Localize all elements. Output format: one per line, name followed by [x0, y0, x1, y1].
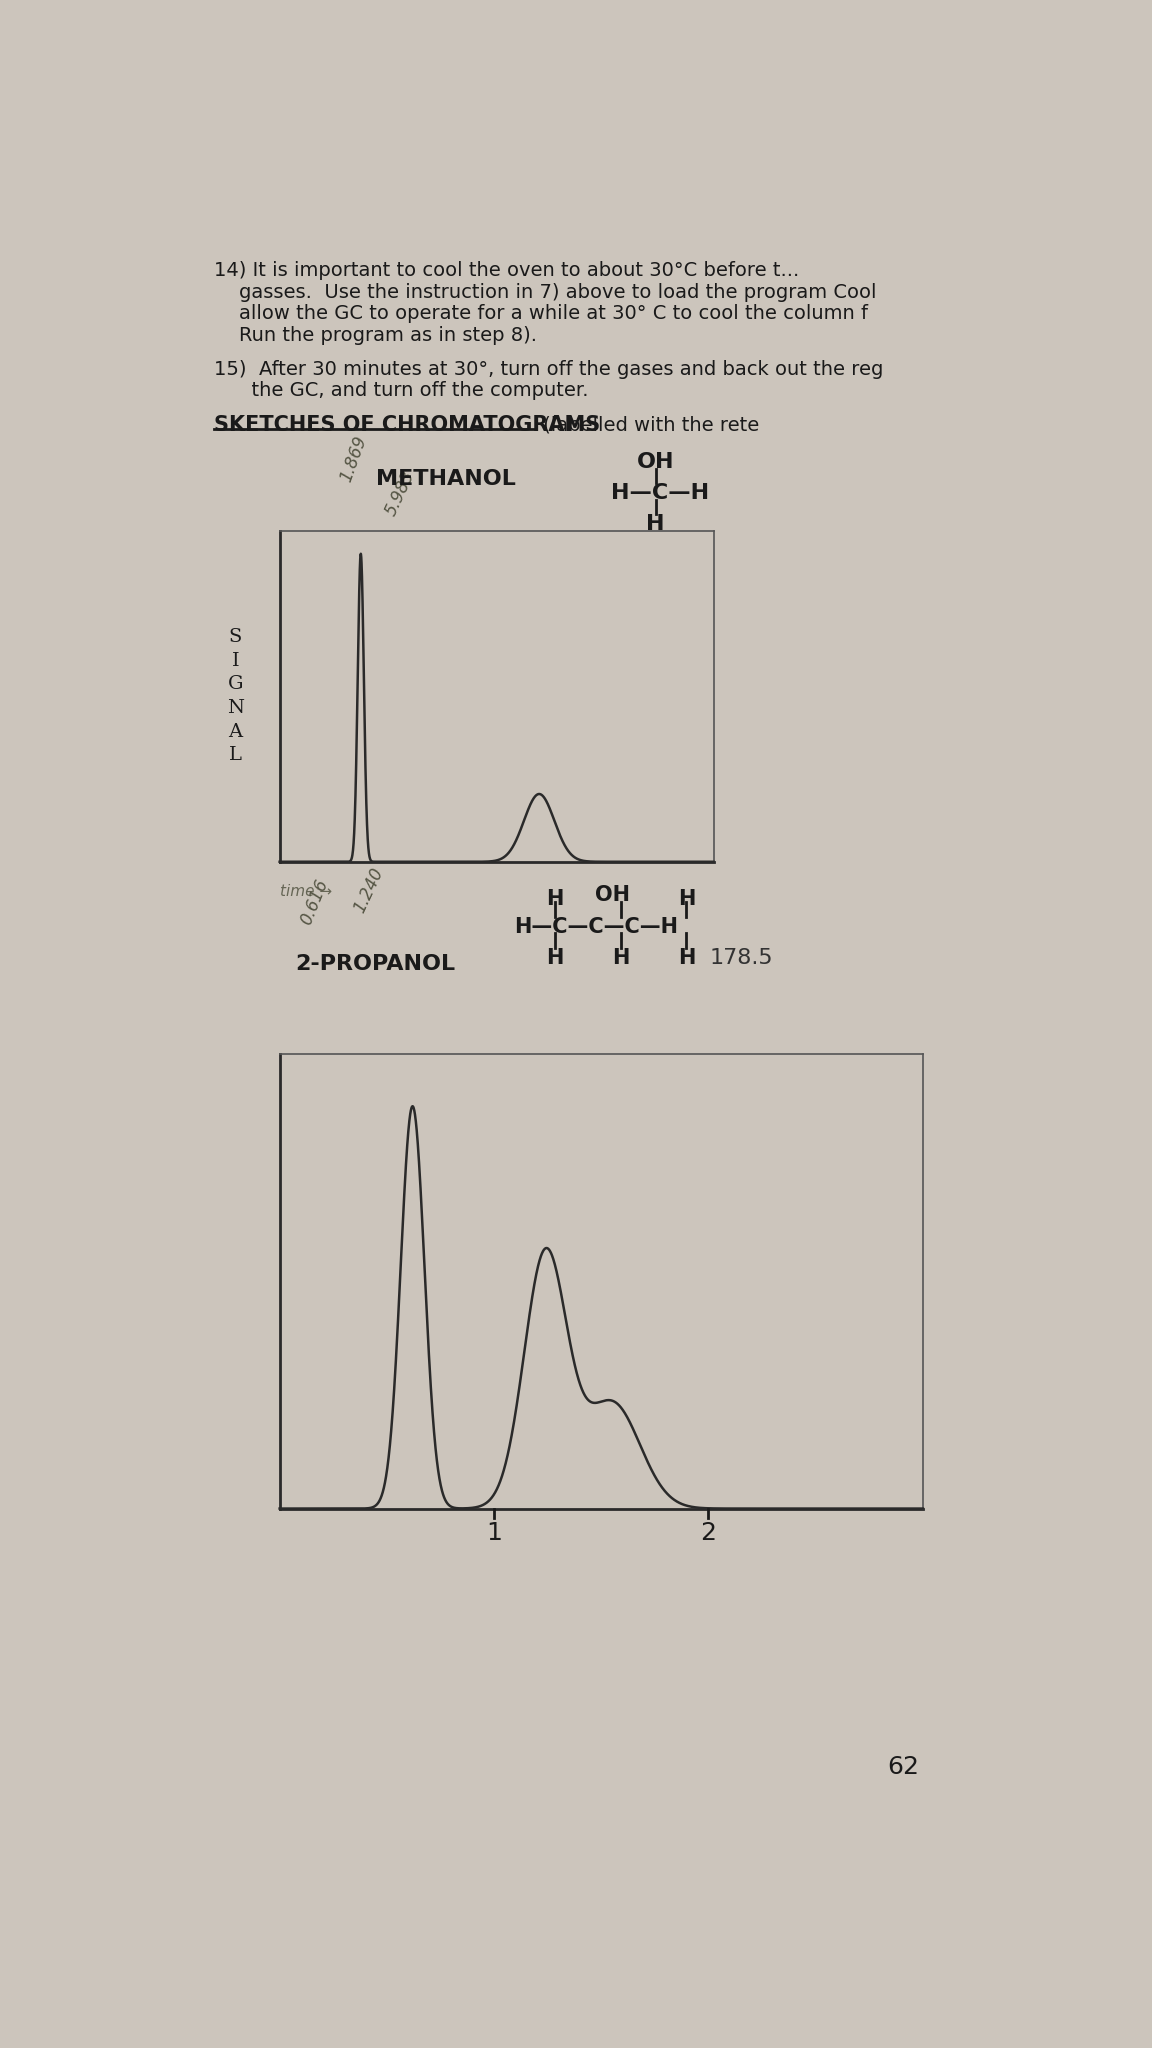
Text: 14) It is important to cool the oven to about 30°C before t...: 14) It is important to cool the oven to … — [214, 262, 799, 281]
Text: 1.869: 1.869 — [336, 434, 370, 485]
Text: OH: OH — [637, 453, 674, 473]
Text: H: H — [646, 514, 665, 535]
Text: H—C—H: H—C—H — [611, 483, 708, 504]
Text: Run the program as in step 8).: Run the program as in step 8). — [214, 326, 537, 344]
Text: S
I
G
N
A
L: S I G N A L — [227, 629, 244, 764]
Text: allow the GC to operate for a while at 30° C to cool the column f: allow the GC to operate for a while at 3… — [214, 305, 867, 324]
Text: H: H — [677, 948, 695, 969]
Text: H—C—C—C—H: H—C—C—C—H — [515, 918, 679, 938]
Text: 0.616: 0.616 — [297, 877, 332, 928]
Text: 5.983: 5.983 — [381, 469, 418, 518]
Text: 2-PROPANOL: 2-PROPANOL — [295, 954, 455, 975]
Text: OH: OH — [596, 885, 630, 905]
Text: 2: 2 — [700, 1522, 717, 1544]
Text: SKETCHES OF CHROMATOGRAMS: SKETCHES OF CHROMATOGRAMS — [214, 416, 600, 434]
Text: 1.240: 1.240 — [350, 864, 387, 915]
Text: 178.5: 178.5 — [710, 948, 773, 969]
Text: H: H — [677, 889, 695, 909]
Text: H: H — [546, 889, 563, 909]
Text: 15)  After 30 minutes at 30°, turn off the gases and back out the reg: 15) After 30 minutes at 30°, turn off th… — [214, 360, 884, 379]
Text: H: H — [546, 948, 563, 969]
Text: 1: 1 — [486, 1522, 502, 1544]
Text: time →: time → — [280, 885, 332, 899]
Text: H: H — [612, 948, 629, 969]
Text: gasses.  Use the instruction in 7) above to load the program Cool: gasses. Use the instruction in 7) above … — [214, 283, 877, 301]
Text: METHANOL: METHANOL — [377, 469, 516, 489]
Text: 62: 62 — [887, 1755, 919, 1780]
Text: the GC, and turn off the computer.: the GC, and turn off the computer. — [214, 381, 589, 399]
Text: (labelled with the rete: (labelled with the rete — [537, 416, 759, 434]
